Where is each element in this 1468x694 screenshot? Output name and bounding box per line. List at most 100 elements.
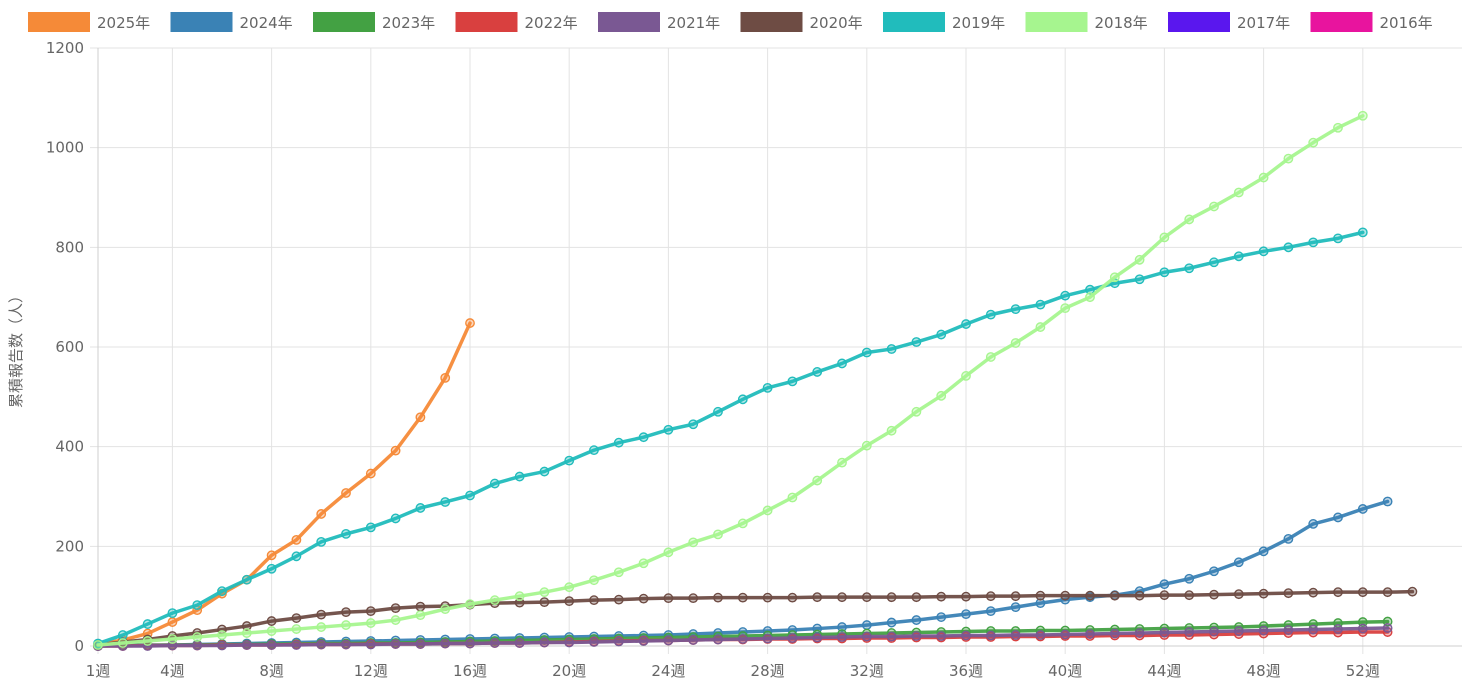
data-point[interactable] — [911, 631, 922, 641]
data-point[interactable] — [861, 631, 872, 642]
legend-item[interactable]: 2023年 — [313, 12, 435, 32]
data-point[interactable] — [613, 636, 624, 647]
data-point[interactable] — [663, 547, 674, 558]
data-point[interactable] — [316, 639, 327, 650]
data-point[interactable] — [291, 613, 302, 623]
data-point[interactable] — [1258, 172, 1269, 183]
data-point[interactable] — [886, 617, 897, 628]
data-point[interactable] — [514, 591, 525, 602]
data-point[interactable] — [415, 412, 426, 423]
data-point[interactable] — [985, 630, 996, 641]
data-point[interactable] — [1060, 303, 1071, 314]
data-point[interactable] — [961, 591, 971, 602]
data-point[interactable] — [1209, 201, 1219, 212]
data-point[interactable] — [762, 633, 773, 644]
data-point[interactable] — [985, 309, 996, 320]
data-point[interactable] — [589, 595, 599, 606]
data-point[interactable] — [961, 319, 971, 329]
data-point[interactable] — [341, 607, 351, 618]
data-point[interactable] — [1258, 546, 1269, 557]
data-point[interactable] — [787, 633, 798, 643]
data-point[interactable] — [713, 592, 723, 603]
data-point[interactable] — [1209, 589, 1219, 600]
data-point[interactable] — [1333, 233, 1343, 244]
data-point[interactable] — [787, 376, 798, 387]
data-point[interactable] — [465, 638, 475, 649]
data-point[interactable] — [936, 390, 947, 401]
data-point[interactable] — [465, 490, 475, 501]
data-point[interactable] — [1258, 588, 1269, 599]
data-point[interactable] — [241, 621, 252, 631]
data-point[interactable] — [1233, 626, 1244, 636]
data-point[interactable] — [713, 634, 723, 645]
data-point[interactable] — [415, 503, 426, 513]
data-point[interactable] — [465, 599, 475, 610]
data-point[interactable] — [415, 610, 426, 621]
data-point[interactable] — [1333, 512, 1343, 523]
data-point[interactable] — [266, 550, 277, 561]
data-point[interactable] — [1382, 496, 1393, 507]
data-point[interactable] — [142, 619, 153, 629]
data-point[interactable] — [911, 406, 922, 417]
data-point[interactable] — [1010, 630, 1021, 640]
legend-item[interactable]: 2022年 — [455, 12, 578, 32]
legend-item[interactable]: 2020年 — [740, 12, 863, 32]
data-point[interactable] — [1134, 590, 1145, 601]
data-point[interactable] — [514, 638, 525, 648]
data-point[interactable] — [589, 637, 599, 647]
data-point[interactable] — [1209, 257, 1219, 268]
data-point[interactable] — [737, 634, 748, 644]
data-point[interactable] — [1382, 623, 1393, 633]
data-point[interactable] — [1035, 598, 1046, 609]
data-point[interactable] — [886, 631, 897, 642]
data-point[interactable] — [1060, 290, 1071, 301]
data-point[interactable] — [1085, 292, 1095, 303]
data-point[interactable] — [737, 592, 748, 603]
data-point[interactable] — [539, 587, 550, 598]
data-point[interactable] — [1109, 628, 1120, 639]
data-point[interactable] — [861, 620, 872, 630]
data-point[interactable] — [1010, 591, 1021, 602]
legend-item[interactable]: 2018年 — [1025, 12, 1148, 32]
data-point[interactable] — [1159, 267, 1170, 278]
data-point[interactable] — [341, 488, 351, 498]
data-point[interactable] — [936, 329, 947, 340]
data-point[interactable] — [1209, 626, 1219, 637]
data-point[interactable] — [415, 639, 426, 649]
data-point[interactable] — [911, 337, 922, 347]
data-point[interactable] — [1035, 630, 1046, 640]
data-point[interactable] — [390, 603, 401, 614]
data-point[interactable] — [762, 382, 773, 393]
data-point[interactable] — [936, 591, 947, 602]
data-point[interactable] — [1283, 533, 1294, 544]
data-point[interactable] — [390, 639, 401, 649]
data-point[interactable] — [1258, 625, 1269, 636]
data-point[interactable] — [1233, 589, 1244, 600]
data-point[interactable] — [613, 437, 624, 448]
data-point[interactable] — [961, 630, 971, 641]
data-point[interactable] — [985, 352, 996, 362]
data-point[interactable] — [390, 513, 401, 524]
data-point[interactable] — [167, 634, 178, 644]
data-point[interactable] — [1333, 122, 1343, 133]
data-point[interactable] — [266, 640, 277, 650]
data-point[interactable] — [911, 615, 922, 625]
data-point[interactable] — [1308, 624, 1319, 635]
data-point[interactable] — [985, 591, 996, 602]
data-point[interactable] — [539, 597, 550, 608]
data-point[interactable] — [1085, 629, 1095, 639]
data-point[interactable] — [167, 608, 178, 619]
data-point[interactable] — [886, 592, 897, 603]
legend-item[interactable]: 2016年 — [1310, 12, 1433, 32]
data-point[interactable] — [365, 606, 376, 617]
data-point[interactable] — [192, 600, 203, 611]
data-point[interactable] — [1010, 602, 1021, 613]
data-point[interactable] — [688, 635, 699, 645]
data-point[interactable] — [762, 505, 773, 516]
data-point[interactable] — [440, 372, 451, 383]
data-point[interactable] — [1060, 590, 1071, 601]
data-point[interactable] — [117, 638, 128, 648]
data-point[interactable] — [316, 509, 327, 519]
data-point[interactable] — [365, 618, 376, 628]
data-point[interactable] — [489, 595, 500, 606]
